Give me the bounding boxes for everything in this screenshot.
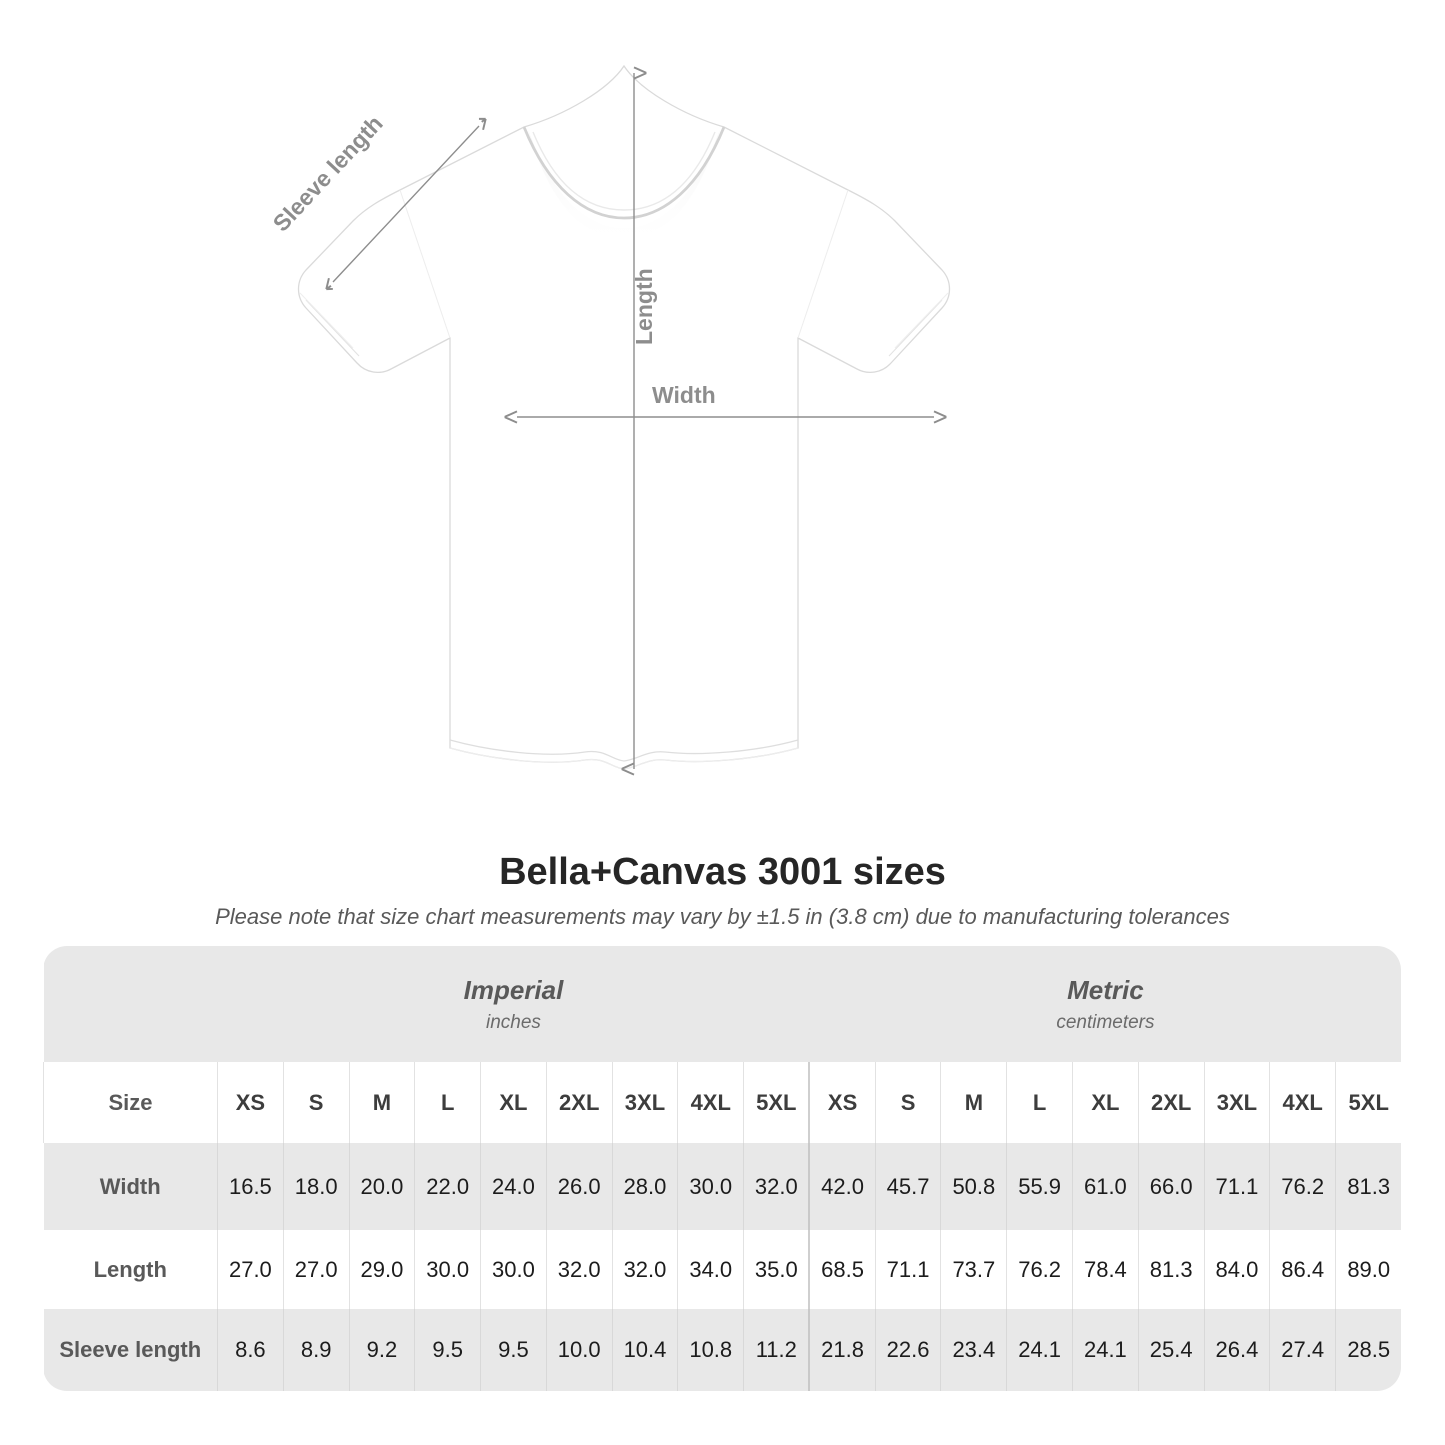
svg-text:Width: Width bbox=[652, 382, 716, 408]
svg-text:Length: Length bbox=[631, 268, 657, 345]
